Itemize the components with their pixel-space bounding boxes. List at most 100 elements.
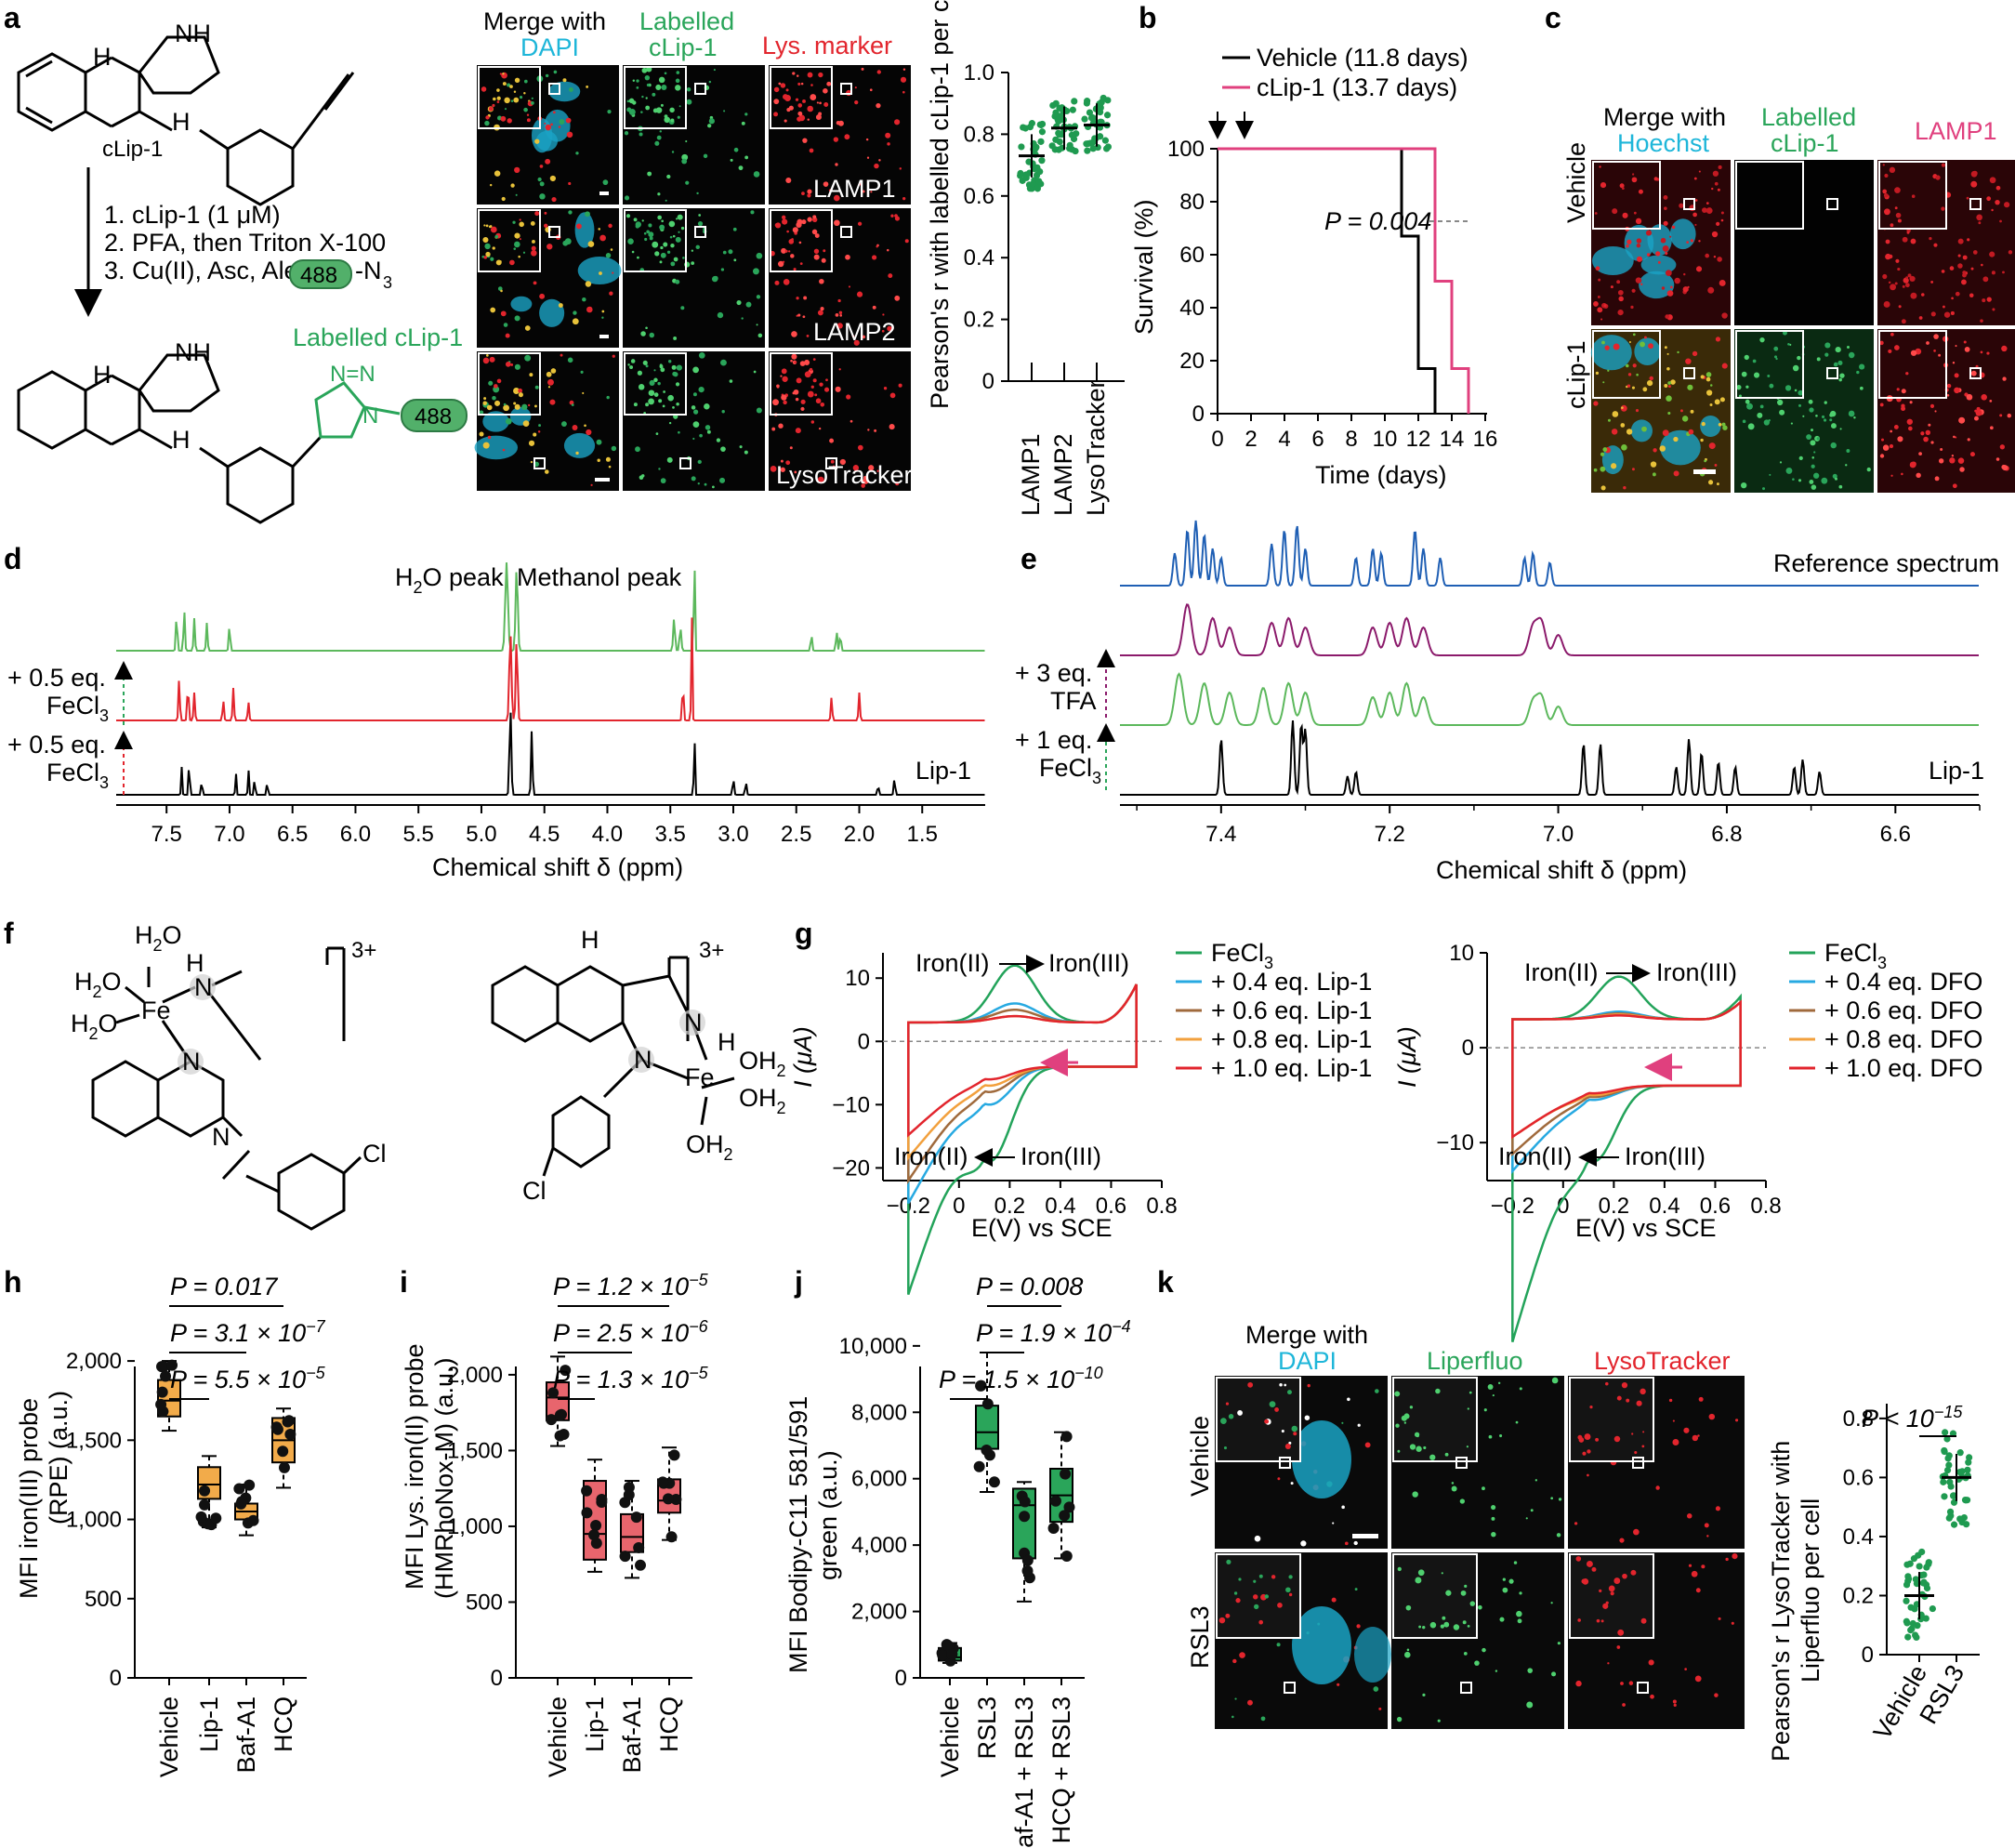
speckle [1694, 223, 1697, 226]
speckle [1906, 418, 1913, 425]
speckle [1429, 1454, 1436, 1460]
f-oh2-3: OH2 [686, 1130, 733, 1164]
speckle [1691, 1570, 1698, 1577]
speckle [773, 99, 780, 105]
speckle [1672, 1699, 1677, 1704]
speckle [818, 427, 822, 430]
data-point [1084, 98, 1091, 105]
data-point [199, 1485, 211, 1497]
inset-bg [1570, 1554, 1653, 1638]
speckle [1620, 423, 1626, 428]
speckle [1483, 1408, 1487, 1412]
speckle [1288, 1441, 1292, 1445]
inset-frame [1216, 1377, 1301, 1462]
speckle [1519, 1591, 1522, 1595]
speckle [1705, 253, 1710, 258]
speckle [784, 249, 788, 253]
inset-frame [624, 66, 687, 129]
speckle [653, 369, 656, 372]
speckle [772, 399, 779, 406]
speckle [1679, 409, 1683, 413]
speckle [1600, 466, 1606, 472]
speckle [1907, 273, 1912, 278]
speckle [1963, 340, 1967, 344]
speckle [1527, 1668, 1534, 1673]
speckle [1226, 1559, 1231, 1564]
speckle [1692, 1434, 1699, 1442]
speckle [670, 243, 675, 248]
speckle [1418, 1625, 1422, 1629]
xtick-label: 1.5 [907, 822, 938, 847]
inset-bg [1570, 1378, 1653, 1461]
zoom-box [1284, 1682, 1296, 1694]
speckle [804, 359, 810, 366]
speckle [1926, 341, 1929, 345]
speckle [774, 222, 780, 228]
category-label: Vehicle [155, 1696, 183, 1777]
speckle [626, 214, 631, 218]
d-methanol-peak: Methanol peak [517, 563, 682, 591]
speckle [608, 465, 612, 469]
speckle [807, 217, 812, 222]
speckle [1829, 418, 1833, 422]
data-point [1036, 121, 1044, 128]
speckle [1626, 244, 1629, 248]
h-p-1: P = 0.017 [170, 1273, 278, 1300]
speckle [833, 137, 839, 142]
data-point [1034, 185, 1041, 192]
speckle [1495, 1670, 1498, 1672]
speckle [1694, 1675, 1702, 1683]
xtick-label: 0.4 [1045, 1194, 1075, 1219]
speckle [693, 409, 699, 415]
nucleus [577, 257, 622, 284]
speckle [1344, 1541, 1349, 1546]
speckle [1636, 256, 1643, 262]
speckle [1897, 436, 1903, 442]
speckle [549, 175, 556, 182]
data-point [1086, 109, 1094, 116]
speckle [547, 386, 551, 389]
speckle [1902, 236, 1908, 243]
speckle [1649, 376, 1653, 381]
speckle [675, 382, 680, 387]
inset-frame [1878, 161, 1947, 230]
ytick-label: 40 [1179, 296, 1205, 321]
speckle [1556, 1533, 1561, 1538]
speckle [503, 404, 510, 412]
col-dapi: DAPI [520, 33, 579, 61]
speckle [652, 92, 656, 97]
data-point [1018, 143, 1025, 151]
speckle [692, 421, 700, 428]
plot-a-cat-1: LAMP2 [1049, 433, 1077, 516]
f-fe-1: Fe [141, 997, 171, 1024]
speckle [545, 124, 552, 131]
category-label: HCQ + RSL3 [1047, 1696, 1075, 1843]
speckle [568, 210, 573, 215]
panel-k-letter: k [1157, 1265, 1174, 1299]
speckle [1664, 384, 1668, 389]
speckle [796, 297, 799, 300]
speckle [1530, 1509, 1534, 1512]
cv-legends: FeCl3+ 0.4 eq. Lip-1+ 0.6 eq. Lip-1+ 0.8… [1176, 939, 1982, 1082]
data-point [973, 1460, 985, 1472]
speckle [744, 112, 748, 116]
data-point [1904, 1633, 1912, 1641]
speckle [597, 458, 600, 462]
data-point [155, 1398, 167, 1410]
f-charge-1: 3+ [351, 938, 376, 963]
speckle [582, 391, 585, 395]
speckle [1660, 237, 1666, 244]
speckle [658, 76, 665, 84]
speckle [823, 387, 830, 392]
speckle [496, 100, 500, 103]
speckle [552, 111, 556, 114]
speckle [1690, 409, 1694, 414]
i-ylabel-2: (HMRhoNox-M) (a.u.) [430, 1357, 458, 1599]
speckle [1839, 428, 1842, 430]
speckle [526, 118, 531, 123]
data-point [1049, 101, 1057, 110]
f-nh: N [212, 1123, 230, 1151]
speckle [1920, 293, 1925, 297]
inset-frame [1569, 1553, 1654, 1639]
